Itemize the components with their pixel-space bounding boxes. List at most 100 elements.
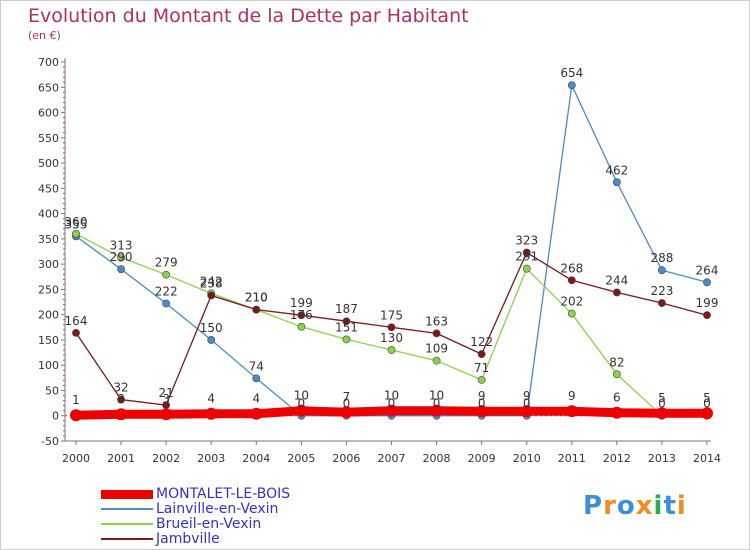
data-label: 291 [515, 250, 538, 264]
x-tick-label: 2009 [468, 452, 496, 465]
data-label: 10 [294, 389, 309, 403]
series-point [117, 265, 125, 274]
series-point [207, 291, 216, 300]
series-point [295, 404, 308, 417]
series-point [432, 329, 441, 338]
series-point [655, 407, 668, 420]
logo-letter: i [653, 491, 664, 521]
legend-label: MONTALET-LE-BOIS [156, 486, 291, 502]
data-label: 288 [650, 251, 673, 265]
series-point [72, 328, 80, 337]
y-tick-label: 200 [38, 309, 59, 322]
series-point [252, 305, 261, 314]
series-point [658, 266, 666, 275]
series-point [567, 81, 576, 90]
data-label: 355 [65, 217, 88, 231]
data-label: 202 [560, 295, 583, 309]
y-tick-label: 0 [52, 410, 59, 423]
proxiti-logo: Proxiti [583, 491, 687, 521]
series-point [205, 407, 218, 420]
legend: MONTALET-LE-BOIS Lainville-en-Vexin Brueil… [101, 486, 361, 547]
data-label: 3 [162, 392, 170, 406]
data-label: 130 [380, 331, 403, 345]
series-point [567, 309, 576, 318]
data-label: 74 [249, 359, 264, 373]
x-tick-label: 2012 [603, 452, 631, 465]
logo-letter: o [616, 491, 636, 521]
data-label: 4 [207, 392, 215, 406]
data-label: 122 [470, 335, 493, 349]
series-point [520, 405, 533, 418]
data-label: 10 [384, 389, 399, 403]
series-point [117, 395, 125, 404]
data-label: 210 [245, 291, 268, 305]
data-label: 654 [560, 66, 583, 80]
series-point [477, 350, 486, 358]
logo-letter: r [603, 491, 617, 521]
data-label: 9 [478, 389, 486, 403]
data-label: 210 [245, 291, 268, 305]
legend-label: Jambville [156, 531, 220, 547]
series-point [250, 407, 263, 420]
x-tick-label: 2000 [62, 452, 90, 465]
data-label: 0 [343, 397, 351, 411]
data-label: 109 [425, 342, 448, 356]
series-point [703, 278, 711, 287]
series-point [387, 346, 396, 354]
series-point [430, 404, 443, 417]
data-label: 0 [658, 397, 666, 411]
series-point [70, 409, 82, 422]
y-tick-label: 650 [38, 81, 59, 94]
y-tick-label: 350 [38, 233, 59, 246]
x-tick-label: 2003 [197, 452, 225, 465]
data-label: 163 [425, 314, 448, 328]
data-label: 9 [523, 389, 531, 403]
x-tick-label: 2013 [648, 452, 676, 465]
x-tick-label: 2007 [378, 452, 406, 465]
series-point [567, 276, 576, 285]
data-label: 5 [658, 391, 666, 405]
series-point [115, 408, 128, 421]
data-label: 0 [523, 397, 531, 411]
data-label: 21 [159, 386, 174, 400]
series-point [703, 311, 711, 320]
series-point [162, 299, 171, 308]
data-label: 0 [433, 397, 441, 411]
data-label: 462 [605, 163, 628, 177]
series-point [297, 322, 306, 331]
data-label: 223 [650, 284, 673, 298]
x-tick-label: 2004 [242, 452, 270, 465]
series-point [522, 248, 531, 257]
data-label: 264 [696, 263, 719, 277]
data-label: 222 [155, 285, 178, 299]
y-tick-label: -50 [41, 435, 59, 448]
series-point [387, 323, 396, 332]
data-label: 0 [478, 397, 486, 411]
series-point [117, 253, 125, 262]
data-label: 242 [200, 274, 223, 288]
logo-letter: i [676, 491, 687, 521]
x-tick-label: 2006 [332, 452, 360, 465]
data-label: 32 [113, 381, 128, 395]
data-label: 150 [200, 321, 223, 335]
series-point [612, 288, 621, 297]
y-tick-label: 450 [38, 182, 59, 195]
series-point [252, 374, 261, 383]
x-tick-label: 2008 [423, 452, 451, 465]
y-tick-label: 300 [38, 258, 59, 271]
data-label: 10 [429, 389, 444, 403]
series-point [160, 408, 173, 421]
data-label: 1 [72, 393, 80, 407]
data-label: 6 [613, 391, 621, 405]
data-label: 244 [605, 273, 628, 287]
legend-swatch [101, 490, 153, 499]
series-point [207, 336, 216, 344]
legend-item: MONTALET-LE-BOIS [101, 486, 361, 502]
data-label: 5 [703, 391, 711, 405]
series-point [701, 407, 713, 420]
data-label: 323 [515, 234, 538, 248]
x-tick-label: 2005 [287, 452, 315, 465]
data-label: 199 [290, 296, 313, 310]
series-point [162, 270, 171, 279]
